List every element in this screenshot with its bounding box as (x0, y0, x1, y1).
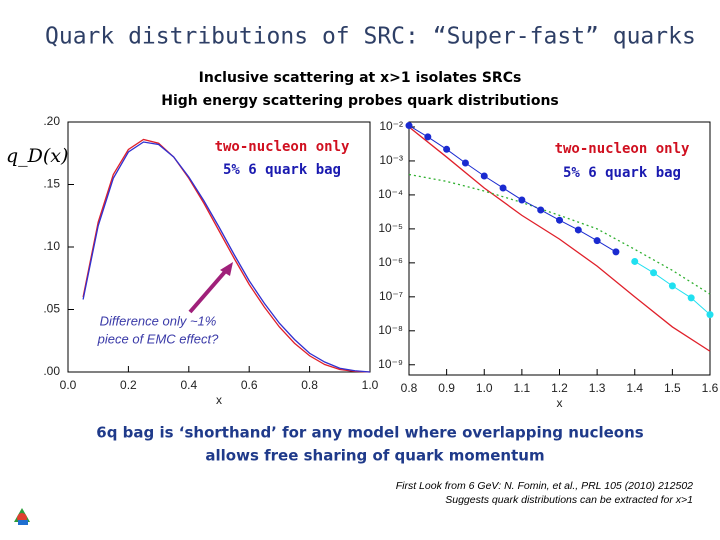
y-tick-label: 10⁻⁵ (378, 221, 403, 235)
x-tick-label: 1.0 (362, 378, 379, 392)
y-axis-label: q_D(x) (6, 145, 68, 167)
series-line (408, 173, 711, 295)
x-tick-label: 1.0 (476, 381, 493, 395)
x-tick-label: 0.4 (180, 378, 197, 392)
x-tick-label: 0.6 (241, 378, 258, 392)
x-tick-label: 0.2 (120, 378, 137, 392)
y-tick-label: .10 (43, 239, 60, 253)
y-tick-label: 10⁻⁴ (378, 187, 403, 201)
y-tick-label: .00 (43, 364, 60, 378)
subtitle: High energy scattering probes quark dist… (161, 93, 559, 109)
data-point (631, 257, 639, 265)
y-tick-label: 10⁻³ (379, 153, 403, 167)
x-tick-label: 1.4 (626, 381, 643, 395)
series-line (82, 138, 371, 373)
y-tick-label: .05 (43, 302, 60, 316)
y-tick-label: 10⁻⁶ (378, 255, 403, 269)
slide-title: Quark distributions of SRC: “Super-fast”… (45, 24, 696, 50)
y-tick-label: 10⁻² (379, 119, 403, 133)
data-point (405, 122, 413, 130)
annotation: 5% 6 quark bag (223, 162, 341, 178)
annotation: 5% 6 quark bag (563, 165, 681, 181)
x-tick-label: 1.1 (514, 381, 531, 395)
data-point (480, 172, 488, 180)
data-point (593, 237, 601, 245)
conclusion: 6q bag is ‘shorthand’ for any model wher… (96, 424, 644, 442)
annotation: piece of EMC effect? (97, 331, 219, 346)
data-point (668, 282, 676, 290)
data-point (518, 196, 526, 204)
x-tick-label: 1.3 (589, 381, 606, 395)
x-tick-label: 1.5 (664, 381, 681, 395)
annotation: two-nucleon only (555, 141, 690, 157)
reference: Suggests quark distributions can be extr… (445, 494, 693, 506)
data-point (650, 269, 658, 277)
data-point (499, 184, 507, 192)
series-line (408, 126, 711, 352)
annotation: two-nucleon only (215, 139, 350, 155)
x-tick-label: 0.8 (301, 378, 318, 392)
series-line (82, 141, 371, 373)
y-tick-label: 10⁻⁸ (378, 323, 403, 337)
x-tick-label: 0.9 (438, 381, 455, 395)
logo (14, 508, 30, 525)
y-tick-label: .15 (43, 177, 60, 191)
x-tick-label: 0.8 (401, 381, 418, 395)
data-point (574, 226, 582, 234)
x-tick-label: 1.6 (702, 381, 719, 395)
annotation: Difference only ~1% (100, 313, 217, 328)
data-point (687, 294, 695, 302)
plot-frame (408, 121, 711, 376)
arrow (188, 264, 232, 314)
y-tick-label: 10⁻⁷ (379, 289, 403, 303)
reference: First Look from 6 GeV: N. Fomin, et al.,… (396, 480, 693, 492)
data-point (461, 159, 469, 167)
x-tick-label: 1.2 (551, 381, 568, 395)
data-point (443, 145, 451, 153)
y-tick-label: .20 (43, 114, 60, 128)
data-point (706, 311, 714, 319)
x-axis-label: x (216, 393, 222, 407)
data-point (556, 216, 563, 224)
series-line (408, 125, 617, 253)
data-point (537, 206, 545, 214)
arrow-head (220, 262, 233, 276)
conclusion: allows free sharing of quark momentum (205, 447, 544, 465)
data-point (424, 133, 432, 141)
subtitle: Inclusive scattering at x>1 isolates SRC… (199, 70, 522, 86)
y-tick-label: 10⁻⁹ (378, 357, 403, 371)
x-tick-label: 0.0 (60, 378, 77, 392)
x-axis-label: x (557, 396, 563, 410)
data-point (612, 248, 620, 256)
